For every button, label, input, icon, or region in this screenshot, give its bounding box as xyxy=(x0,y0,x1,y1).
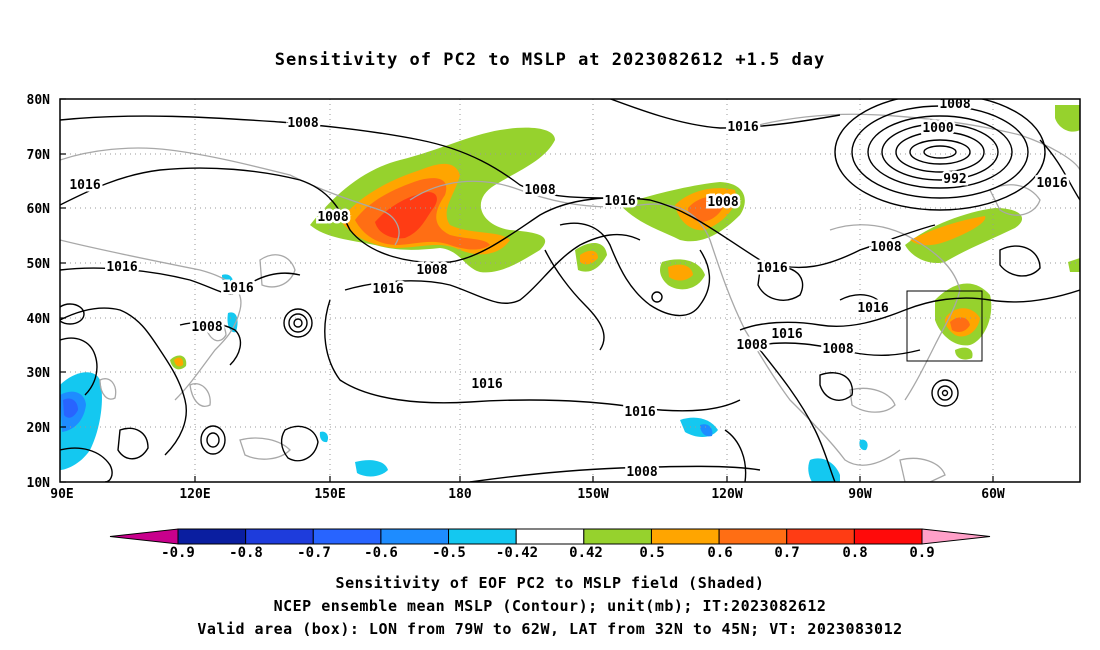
contour-label: 1000 xyxy=(922,121,953,136)
colorbar-label: -0.7 xyxy=(297,545,331,561)
colorbar-cell xyxy=(245,528,314,545)
contour-label: 1016 xyxy=(69,178,100,193)
contour-label: 1016 xyxy=(771,327,802,342)
contour-label: 1016 xyxy=(222,281,253,296)
contour-label: 1008 xyxy=(416,263,447,278)
colorbar-cell xyxy=(448,528,517,545)
map-frame xyxy=(59,98,1081,483)
contour-label: 1008 xyxy=(822,342,853,357)
colorbar-label: 0.5 xyxy=(639,545,664,561)
latitude-labels: 80N 70N 60N 50N 40N 30N 20N 10N xyxy=(27,93,51,491)
lat-label: 50N xyxy=(27,257,51,272)
contour-label: 1008 xyxy=(736,338,767,353)
contour-labels: 1008 1016 1016 1008 1008 1016 1016 1008 … xyxy=(67,97,1070,482)
contour-label: 1016 xyxy=(471,377,502,392)
contour-label: 1008 xyxy=(870,240,901,255)
lon-label: 90E xyxy=(50,487,73,502)
colorbar-cell xyxy=(853,528,923,545)
colorbar-cell xyxy=(177,528,247,545)
colorbar-label: 0.42 xyxy=(569,545,603,561)
longitude-labels: 90E 120E 150E 180 150W 120W 90W 60W xyxy=(50,487,1005,502)
lat-label: 20N xyxy=(27,421,51,436)
contour-label: 1008 xyxy=(939,97,970,112)
caption-line-2: NCEP ensemble mean MSLP (Contour); unit(… xyxy=(273,597,827,615)
contour-label: 1008 xyxy=(287,116,318,131)
colorbar-label: -0.9 xyxy=(161,545,195,561)
colorbar-cell xyxy=(515,528,585,545)
contour-label: 1008 xyxy=(626,465,657,480)
colorbar-label: 0.6 xyxy=(707,545,732,561)
colorbar-cell xyxy=(786,528,855,545)
contour-label: 1016 xyxy=(604,194,635,209)
mslp-contours xyxy=(60,99,1080,482)
contour-label: 1016 xyxy=(857,301,888,316)
lon-label: 150E xyxy=(314,487,345,502)
contour-label: 1008 xyxy=(317,210,348,225)
contour-label: 1016 xyxy=(1036,176,1067,191)
colorbar-label: -0.8 xyxy=(229,545,263,561)
contour-label: 1008 xyxy=(707,195,738,210)
colorbar-cell xyxy=(718,528,788,545)
lon-label: 150W xyxy=(577,487,608,502)
lon-label: 180 xyxy=(448,487,472,502)
contour-label: 1016 xyxy=(372,282,403,297)
lon-label: 60W xyxy=(981,487,1005,502)
contour-label: 1016 xyxy=(727,120,758,135)
colorbar-label: -0.42 xyxy=(496,545,538,561)
axis-ticks xyxy=(60,98,994,483)
colorbar-label: -0.5 xyxy=(432,545,466,561)
lon-label: 90W xyxy=(848,487,872,502)
contour-label: 1016 xyxy=(106,260,137,275)
colorbar-label: -0.6 xyxy=(364,545,398,561)
colorbar-label: 0.7 xyxy=(774,545,799,561)
lat-label: 10N xyxy=(27,476,51,491)
colorbar-cell xyxy=(109,528,179,545)
lon-label: 120W xyxy=(711,487,742,502)
colorbar-cell xyxy=(380,528,450,545)
sensitivity-shading xyxy=(60,105,1080,482)
map-title: Sensitivity of PC2 to MSLP at 2023082612… xyxy=(274,50,826,70)
lat-label: 70N xyxy=(27,148,51,163)
valid-area-box xyxy=(906,290,983,362)
contour-label: 1016 xyxy=(756,261,787,276)
caption-line-1: Sensitivity of EOF PC2 to MSLP field (Sh… xyxy=(335,574,765,592)
colorbar-label: 0.8 xyxy=(842,545,867,561)
lat-label: 40N xyxy=(27,312,51,327)
caption-line-3: Valid area (box): LON from 79W to 62W, L… xyxy=(197,620,903,638)
lon-label: 120E xyxy=(179,487,210,502)
contour-label: 1008 xyxy=(524,183,555,198)
colorbar-label: 0.9 xyxy=(909,545,934,561)
colorbar-cell xyxy=(921,528,991,545)
colorbar-cell xyxy=(650,528,720,545)
lat-label: 80N xyxy=(27,93,51,108)
contour-label: 992 xyxy=(943,172,966,187)
colorbar-cell xyxy=(583,528,652,545)
colorbar: -0.9 -0.8 -0.7 -0.6 -0.5 -0.42 0.42 0.5 … xyxy=(109,528,991,561)
colorbar-cell xyxy=(312,528,382,545)
contour-label: 1016 xyxy=(624,405,655,420)
contour-label: 1008 xyxy=(191,320,222,335)
coastlines xyxy=(60,113,1080,482)
lat-label: 30N xyxy=(27,366,51,381)
lat-label: 60N xyxy=(27,202,51,217)
